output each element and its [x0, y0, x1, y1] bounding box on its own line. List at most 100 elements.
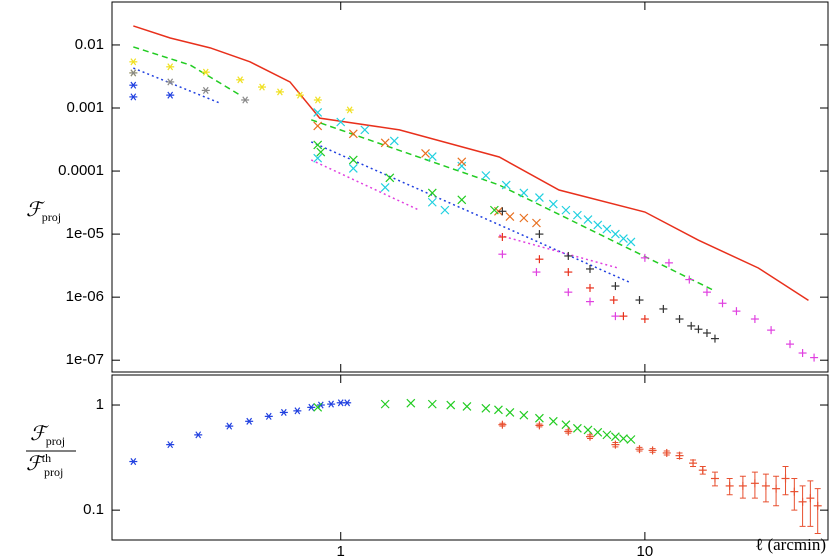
- marker-stroke: [313, 121, 323, 131]
- marker-stroke: [167, 78, 174, 86]
- marker-stroke: [380, 138, 390, 148]
- marker: [561, 205, 571, 215]
- marker: [313, 108, 323, 117]
- marker: [781, 474, 790, 483]
- marker: [498, 420, 507, 429]
- marker: [790, 487, 799, 496]
- x-label: ℓ (arcmin): [755, 535, 826, 554]
- marker: [675, 315, 684, 324]
- marker-stroke: [602, 430, 612, 440]
- marker: [201, 86, 210, 94]
- marker: [585, 432, 594, 441]
- x-tick-label: 1: [337, 543, 345, 558]
- marker-stroke: [618, 434, 628, 443]
- marker: [806, 494, 815, 503]
- marker-stroke: [167, 441, 174, 449]
- marker-stroke: [167, 63, 174, 71]
- y-label-top: ℱproj: [26, 199, 61, 224]
- marker: [710, 474, 719, 483]
- marker-stroke: [532, 218, 541, 228]
- marker-stroke: [294, 407, 301, 415]
- marker: [427, 197, 437, 207]
- marker: [761, 481, 770, 490]
- x-tick-label: 10: [637, 543, 654, 558]
- marker-stroke: [457, 157, 467, 167]
- marker: [348, 164, 358, 173]
- marker-stroke: [259, 83, 265, 91]
- marker: [129, 81, 138, 89]
- marker: [316, 147, 326, 157]
- marker: [626, 237, 636, 247]
- marker: [710, 334, 719, 343]
- marker-stroke: [548, 199, 558, 209]
- marker: [345, 106, 354, 114]
- marker: [702, 329, 711, 338]
- marker: [785, 340, 794, 349]
- marker-stroke: [572, 423, 582, 433]
- marker: [635, 445, 644, 454]
- marker-stroke: [348, 155, 358, 165]
- marker: [532, 268, 541, 277]
- marker-stroke: [583, 215, 593, 224]
- marker-stroke: [457, 161, 467, 171]
- series-line: [133, 46, 241, 96]
- marker: [380, 138, 390, 148]
- marker: [327, 400, 336, 408]
- marker-stroke: [246, 417, 253, 425]
- marker-stroke: [242, 96, 249, 104]
- marker-stroke: [380, 182, 390, 192]
- series-line: [310, 159, 420, 211]
- marker-stroke: [346, 106, 353, 114]
- marker: [385, 173, 395, 183]
- marker-stroke: [427, 399, 437, 409]
- marker-stroke: [593, 220, 603, 230]
- marker-stroke: [593, 427, 603, 437]
- marker: [313, 153, 323, 163]
- marker: [380, 182, 390, 192]
- marker-stroke: [202, 86, 209, 94]
- marker-stroke: [313, 153, 323, 163]
- marker-stroke: [519, 188, 529, 198]
- marker: [738, 481, 747, 490]
- marker-stroke: [348, 164, 358, 173]
- marker: [675, 451, 684, 460]
- marker-stroke: [313, 108, 323, 117]
- marker: [519, 410, 529, 420]
- marker: [585, 297, 594, 306]
- marker: [360, 125, 370, 135]
- y-tick-label: 1e-07: [66, 351, 104, 368]
- marker: [602, 224, 612, 234]
- marker: [505, 212, 515, 221]
- marker-stroke: [440, 205, 450, 215]
- marker: [348, 155, 358, 165]
- marker: [343, 399, 352, 407]
- marker: [166, 91, 175, 99]
- marker-stroke: [534, 413, 544, 423]
- y-tick-label: 0.1: [83, 501, 104, 518]
- marker-stroke: [602, 224, 612, 234]
- marker: [336, 117, 346, 127]
- marker: [718, 299, 727, 308]
- marker: [610, 432, 620, 442]
- marker: [498, 250, 507, 259]
- series-line: [133, 67, 220, 104]
- marker: [462, 401, 472, 411]
- marker: [236, 76, 245, 84]
- marker: [610, 229, 620, 239]
- marker: [640, 315, 649, 324]
- marker: [380, 399, 390, 409]
- marker: [279, 408, 288, 416]
- y-tick-label: 0.001: [66, 99, 104, 116]
- marker: [293, 407, 302, 415]
- series-line: [133, 25, 809, 301]
- y-label-sub: proj: [44, 465, 63, 479]
- marker-stroke: [280, 408, 287, 416]
- marker-stroke: [494, 405, 503, 415]
- marker: [694, 325, 703, 334]
- marker-stroke: [314, 96, 321, 104]
- marker: [564, 288, 573, 297]
- marker: [457, 161, 467, 171]
- marker: [295, 91, 304, 99]
- marker-stroke: [572, 210, 582, 220]
- marker-stroke: [462, 401, 472, 411]
